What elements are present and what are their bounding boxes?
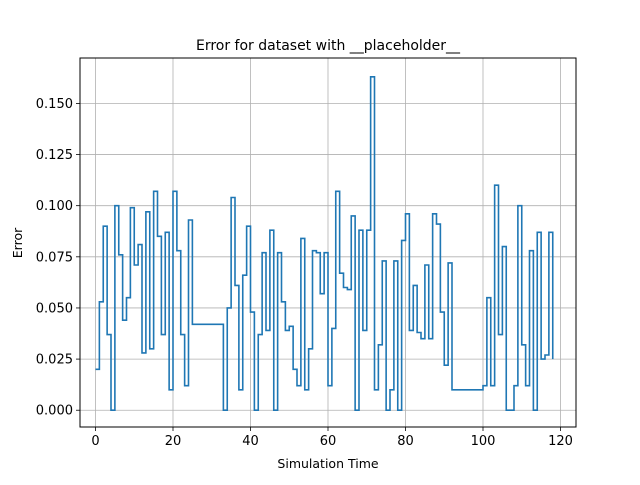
- y-tick-label: 0.075: [36, 250, 73, 265]
- y-tick-label: 0.150: [36, 97, 73, 112]
- y-tick-label: 0.100: [36, 199, 73, 214]
- series-layer: [95, 76, 554, 412]
- chart-title: Error for dataset with __placeholder__: [196, 38, 461, 54]
- x-tick-label: 0: [91, 434, 99, 449]
- y-tick-label: 0.125: [36, 148, 73, 163]
- x-tick-label: 80: [397, 434, 414, 449]
- y-ticks: 0.000 0.025 0.050 0.075 0.100 0.125 0.150: [36, 97, 80, 419]
- x-tick-label: 100: [471, 434, 496, 449]
- y-tick-label: 0.025: [36, 353, 73, 368]
- y-tick-label: 0.050: [36, 301, 73, 316]
- x-tick-label: 120: [548, 434, 573, 449]
- x-tick-label: 40: [242, 434, 259, 449]
- x-tick-label: 20: [165, 434, 182, 449]
- x-axis-label: Simulation Time: [277, 456, 378, 471]
- error-series-line: [95, 76, 554, 412]
- x-tick-label: 60: [320, 434, 337, 449]
- x-ticks: 0 20 40 60 80 100 120: [91, 427, 573, 449]
- y-tick-label: 0.000: [36, 404, 73, 419]
- y-axis-label: Error: [10, 227, 25, 258]
